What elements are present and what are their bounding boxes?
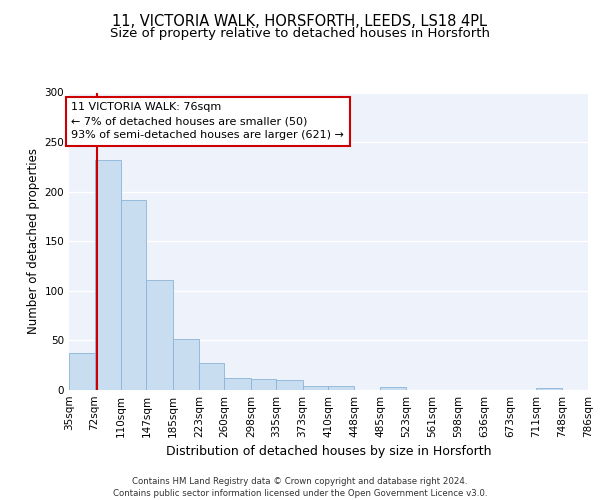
- Bar: [328, 386, 355, 390]
- Bar: [95, 160, 121, 390]
- Bar: [121, 200, 146, 390]
- Text: 11 VICTORIA WALK: 76sqm
← 7% of detached houses are smaller (50)
93% of semi-det: 11 VICTORIA WALK: 76sqm ← 7% of detached…: [71, 102, 344, 141]
- Y-axis label: Number of detached properties: Number of detached properties: [27, 148, 40, 334]
- Bar: [536, 388, 562, 390]
- Text: Contains HM Land Registry data © Crown copyright and database right 2024.
Contai: Contains HM Land Registry data © Crown c…: [113, 476, 487, 498]
- Bar: [277, 380, 302, 390]
- Bar: [380, 387, 406, 390]
- Bar: [251, 379, 277, 390]
- Bar: [146, 280, 173, 390]
- Bar: [173, 340, 199, 390]
- X-axis label: Distribution of detached houses by size in Horsforth: Distribution of detached houses by size …: [166, 446, 491, 458]
- Text: Size of property relative to detached houses in Horsforth: Size of property relative to detached ho…: [110, 28, 490, 40]
- Bar: [69, 354, 95, 390]
- Bar: [302, 386, 328, 390]
- Bar: [199, 363, 224, 390]
- Text: 11, VICTORIA WALK, HORSFORTH, LEEDS, LS18 4PL: 11, VICTORIA WALK, HORSFORTH, LEEDS, LS1…: [113, 14, 487, 29]
- Bar: [224, 378, 251, 390]
